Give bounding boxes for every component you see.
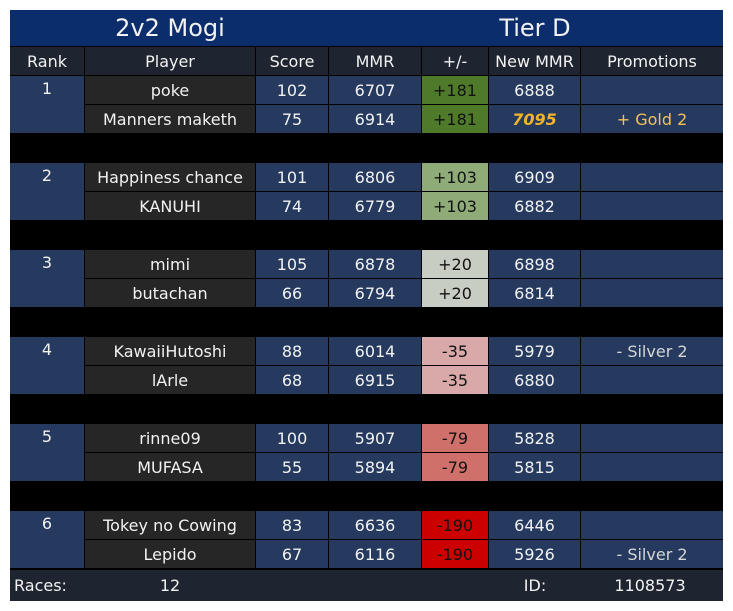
new-mmr: 5979 xyxy=(489,337,580,365)
promotion xyxy=(581,453,723,481)
new-mmr: 5815 xyxy=(489,453,580,481)
player-name: rinne09 xyxy=(85,424,255,452)
score: 101 xyxy=(256,163,328,191)
player-name: KANUHI xyxy=(85,192,255,220)
player-name: Tokey no Cowing xyxy=(85,511,255,539)
rank: 5 xyxy=(10,424,84,481)
mmr-change: -35 xyxy=(422,337,488,365)
new-mmr: 6880 xyxy=(489,366,580,394)
tier: Tier D xyxy=(499,14,571,42)
column-header: Score xyxy=(256,47,328,75)
title-bar xyxy=(10,10,723,46)
footer-bar xyxy=(10,570,723,601)
promotion xyxy=(581,192,723,220)
mmr: 6116 xyxy=(329,540,421,568)
promotion: - Silver 2 xyxy=(581,337,723,365)
player-name: lArle xyxy=(85,366,255,394)
score: 105 xyxy=(256,250,328,278)
new-mmr: 7095 xyxy=(489,105,580,133)
match-id: 1108573 xyxy=(614,576,686,595)
rank: 2 xyxy=(10,163,84,220)
mmr: 6878 xyxy=(329,250,421,278)
promotion xyxy=(581,279,723,307)
rank: 6 xyxy=(10,511,84,568)
rank: 1 xyxy=(10,76,84,133)
player-name: MUFASA xyxy=(85,453,255,481)
new-mmr: 6888 xyxy=(489,76,580,104)
player-name: Lepido xyxy=(85,540,255,568)
mmr: 6794 xyxy=(329,279,421,307)
mmr-change: -79 xyxy=(422,453,488,481)
id-label: ID: xyxy=(523,576,547,595)
mmr: 6806 xyxy=(329,163,421,191)
mmr-change: +181 xyxy=(422,76,488,104)
column-header: Rank xyxy=(10,47,84,75)
score: 74 xyxy=(256,192,328,220)
score: 66 xyxy=(256,279,328,307)
mmr: 6914 xyxy=(329,105,421,133)
mmr-change: -190 xyxy=(422,511,488,539)
player-name: KawaiiHutoshi xyxy=(85,337,255,365)
mmr: 6915 xyxy=(329,366,421,394)
player-name: Manners maketh xyxy=(85,105,255,133)
races-label: Races: xyxy=(14,576,67,595)
rank: 3 xyxy=(10,250,84,307)
promotion xyxy=(581,76,723,104)
score: 83 xyxy=(256,511,328,539)
mmr: 6779 xyxy=(329,192,421,220)
mmr-change: -190 xyxy=(422,540,488,568)
mmr-change: +20 xyxy=(422,279,488,307)
column-header: +/- xyxy=(422,47,488,75)
player-name: Happiness chance xyxy=(85,163,255,191)
player-name: butachan xyxy=(85,279,255,307)
score: 75 xyxy=(256,105,328,133)
new-mmr: 5926 xyxy=(489,540,580,568)
promotion xyxy=(581,511,723,539)
races: 12 xyxy=(159,576,181,595)
player-name: mimi xyxy=(85,250,255,278)
new-mmr: 5828 xyxy=(489,424,580,452)
score: 102 xyxy=(256,76,328,104)
mmr-change: +103 xyxy=(422,163,488,191)
column-header: New MMR xyxy=(489,47,580,75)
mmr: 5894 xyxy=(329,453,421,481)
mmr-change: -35 xyxy=(422,366,488,394)
mmr: 5907 xyxy=(329,424,421,452)
mmr-change: +181 xyxy=(422,105,488,133)
score: 55 xyxy=(256,453,328,481)
promotion: - Silver 2 xyxy=(581,540,723,568)
mmr-change: +20 xyxy=(422,250,488,278)
column-header: MMR xyxy=(329,47,421,75)
promotion xyxy=(581,250,723,278)
promotion: + Gold 2 xyxy=(581,105,723,133)
title: 2v2 Mogi xyxy=(115,14,225,42)
promotion xyxy=(581,424,723,452)
column-header: Player xyxy=(85,47,255,75)
score: 88 xyxy=(256,337,328,365)
new-mmr: 6882 xyxy=(489,192,580,220)
promotion xyxy=(581,163,723,191)
mmr-change: +103 xyxy=(422,192,488,220)
score: 68 xyxy=(256,366,328,394)
new-mmr: 6814 xyxy=(489,279,580,307)
promotion xyxy=(581,366,723,394)
mmr: 6707 xyxy=(329,76,421,104)
mmr: 6014 xyxy=(329,337,421,365)
rank: 4 xyxy=(10,337,84,394)
new-mmr: 6898 xyxy=(489,250,580,278)
player-name: poke xyxy=(85,76,255,104)
score: 100 xyxy=(256,424,328,452)
mmr-change: -79 xyxy=(422,424,488,452)
mmr: 6636 xyxy=(329,511,421,539)
new-mmr: 6909 xyxy=(489,163,580,191)
new-mmr: 6446 xyxy=(489,511,580,539)
column-header: Promotions xyxy=(581,47,723,75)
score: 67 xyxy=(256,540,328,568)
